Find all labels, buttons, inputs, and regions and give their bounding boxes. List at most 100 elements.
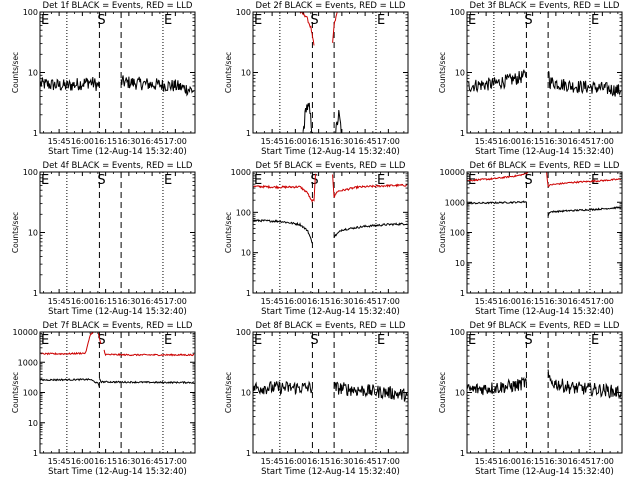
- y-tick-label: 100: [236, 208, 251, 217]
- lld-series-line: [253, 173, 316, 203]
- y-tick-label: 10000: [440, 168, 465, 177]
- lld-series-line: [103, 349, 195, 357]
- events-series-line: [547, 369, 622, 399]
- events-series-line: [40, 377, 100, 388]
- marker-label-middle: S: [310, 333, 318, 348]
- detector-panel: Det 3f BLACK = Events, RED = LLD E S E 1 10 10…: [438, 1, 623, 157]
- x-tick-label: 17:00: [377, 137, 400, 146]
- y-tick-label: 1: [246, 289, 251, 298]
- y-tick-label: 100: [450, 8, 465, 17]
- panel-title: Det 4f BLACK = Events, RED = LLD: [43, 161, 193, 171]
- y-tick-label: 1: [460, 129, 465, 138]
- plot-frame: [252, 11, 409, 134]
- x-tick-label: 17:00: [377, 457, 400, 466]
- y-tick-label: 1000: [18, 358, 38, 367]
- x-tick-label: 16:00: [498, 457, 521, 466]
- x-axis-label: Start Time (12-Aug-14 15:32:40): [48, 307, 187, 317]
- marker-label-middle: S: [524, 333, 532, 348]
- marker-label-right: E: [591, 13, 599, 28]
- x-tick-label: 16:00: [498, 137, 521, 146]
- x-tick-label: 16:15: [307, 297, 330, 306]
- marker-label-left: E: [254, 173, 262, 188]
- x-tick-label: 15:45: [475, 137, 498, 146]
- x-tick-label: 15:45: [261, 457, 284, 466]
- events-series-line: [467, 69, 527, 93]
- x-tick-label: 15:45: [475, 297, 498, 306]
- events-series-line: [253, 218, 313, 244]
- plot-frame: [39, 11, 196, 134]
- y-axis-label: Counts/sec: [11, 212, 20, 253]
- x-tick-label: 16:30: [330, 137, 353, 146]
- y-axis-label: Counts/sec: [11, 52, 20, 93]
- y-tick-label: 1: [33, 289, 38, 298]
- marker-label-middle: S: [310, 13, 318, 28]
- x-tick-label: 15:45: [475, 457, 498, 466]
- marker-label-left: E: [254, 333, 262, 348]
- lld-series-line: [299, 12, 315, 46]
- events-series-line: [120, 75, 195, 97]
- lld-series-line: [546, 172, 622, 188]
- plot-frame: [466, 11, 623, 134]
- y-tick-label: 1: [246, 449, 251, 458]
- x-tick-label: 16:45: [141, 297, 164, 306]
- y-tick-label: 10: [28, 229, 38, 238]
- x-tick-label: 15:45: [48, 457, 71, 466]
- x-tick-label: 16:00: [498, 297, 521, 306]
- y-tick-label: 10: [241, 249, 251, 258]
- marker-label-middle: S: [524, 173, 532, 188]
- plot-frame: [252, 171, 409, 294]
- detector-panel: Det 8f BLACK = Events, RED = LLD E S E 1 10 10…: [224, 321, 409, 477]
- marker-label-middle: S: [97, 13, 105, 28]
- x-axis-label: Start Time (12-Aug-14 15:32:40): [261, 467, 400, 477]
- x-tick-label: 17:00: [164, 137, 187, 146]
- x-tick-label: 16:30: [544, 297, 567, 306]
- plot-frame: [39, 171, 196, 294]
- marker-label-right: E: [164, 13, 172, 28]
- detector-panel: Det 2f BLACK = Events, RED = LLD E S E 1 10 10…: [224, 1, 409, 157]
- detector-panel: Det 9f BLACK = Events, RED = LLD E S E 1 10 10…: [438, 321, 623, 477]
- events-series-line: [467, 376, 527, 396]
- y-axis-label: Counts/sec: [224, 52, 233, 93]
- y-tick-label: 1000: [445, 198, 465, 207]
- x-tick-label: 16:45: [141, 137, 164, 146]
- x-tick-label: 17:00: [591, 137, 614, 146]
- events-series-line: [253, 380, 313, 396]
- events-series-line: [302, 102, 313, 133]
- y-tick-label: 1: [33, 449, 38, 458]
- plot-frame: [39, 331, 196, 454]
- x-axis-label: Start Time (12-Aug-14 15:32:40): [475, 147, 614, 157]
- y-tick-label: 100: [23, 389, 38, 398]
- panel-title: Det 3f BLACK = Events, RED = LLD: [470, 1, 620, 11]
- x-tick-label: 16:00: [71, 297, 94, 306]
- panel-title: Det 6f BLACK = Events, RED = LLD: [470, 161, 620, 171]
- detector-panel: Det 7f BLACK = Events, RED = LLD E S E 1 10 10…: [11, 321, 196, 477]
- lld-series-line: [332, 12, 338, 43]
- x-tick-label: 16:00: [71, 137, 94, 146]
- x-tick-label: 16:30: [544, 457, 567, 466]
- detector-panel: Det 1f BLACK = Events, RED = LLD E S E 1 10 10…: [11, 1, 196, 157]
- x-tick-label: 16:30: [544, 137, 567, 146]
- x-tick-label: 16:00: [284, 297, 307, 306]
- events-series-line: [40, 76, 100, 91]
- x-tick-label: 16:15: [521, 137, 544, 146]
- x-tick-label: 16:45: [568, 137, 591, 146]
- y-tick-label: 1: [460, 289, 465, 298]
- x-tick-label: 16:15: [307, 137, 330, 146]
- detector-panel: Det 4f BLACK = Events, RED = LLD E S E 1 10 10…: [11, 161, 196, 317]
- y-tick-label: 10: [455, 259, 465, 268]
- x-tick-label: 16:45: [354, 137, 377, 146]
- panel-title: Det 9f BLACK = Events, RED = LLD: [470, 321, 620, 331]
- y-tick-label: 10: [241, 389, 251, 398]
- marker-label-right: E: [377, 13, 385, 28]
- x-axis-label: Start Time (12-Aug-14 15:32:40): [48, 467, 187, 477]
- y-axis-label: Counts/sec: [438, 212, 447, 253]
- x-tick-label: 16:15: [307, 457, 330, 466]
- marker-label-middle: S: [310, 173, 318, 188]
- y-tick-label: 10: [455, 69, 465, 78]
- events-series-line: [333, 381, 408, 402]
- x-tick-label: 16:00: [284, 457, 307, 466]
- marker-label-middle: S: [97, 173, 105, 188]
- plot-frame: [466, 171, 623, 294]
- x-tick-label: 17:00: [164, 457, 187, 466]
